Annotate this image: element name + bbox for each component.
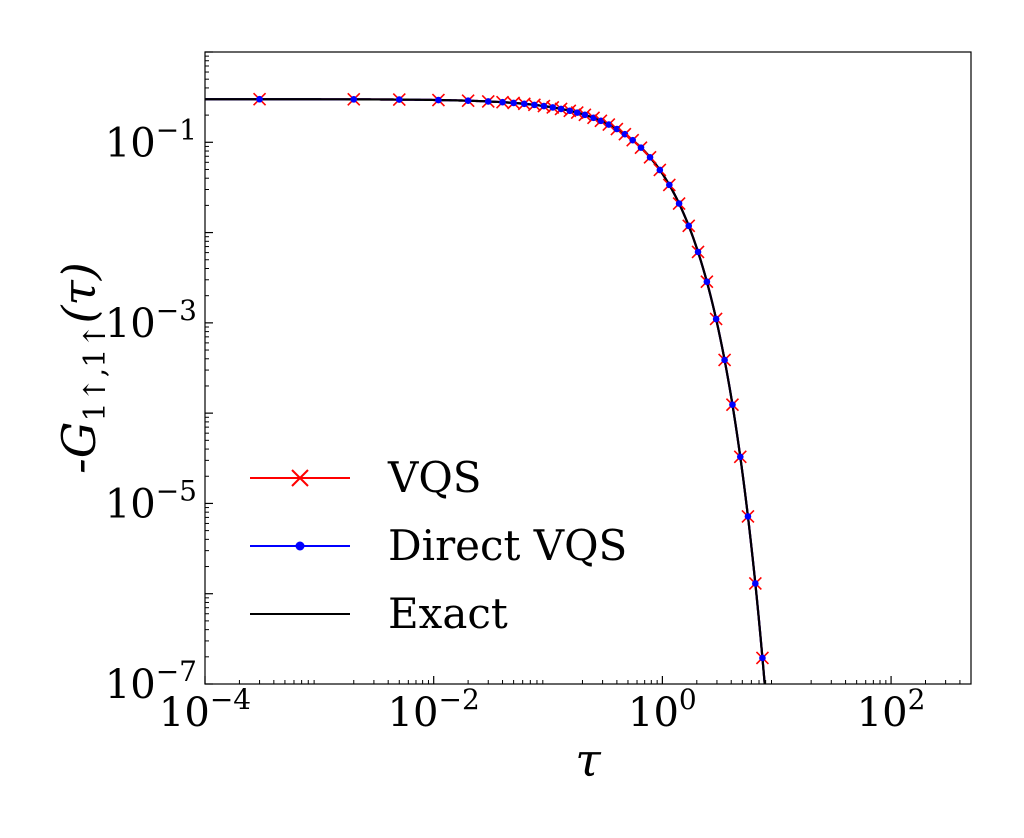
- x-tick-label: 102: [857, 683, 926, 736]
- direct-vqs-point: [621, 130, 629, 138]
- legend-label-exact: Exact: [388, 589, 508, 638]
- direct-vqs-point: [752, 580, 759, 587]
- direct-vqs-point: [573, 109, 581, 116]
- x-axis-label: τ: [575, 733, 602, 787]
- x-tick-label: 10−4: [159, 683, 251, 736]
- y-axis-label-argument: (τ): [52, 262, 106, 323]
- plot-frame: [204, 51, 972, 685]
- direct-vqs-point: [540, 102, 548, 110]
- legend-marker-direct-vqs: [295, 541, 305, 551]
- direct-vqs-point: [464, 97, 472, 104]
- direct-vqs-point: [549, 104, 557, 111]
- direct-vqs-point: [744, 513, 752, 520]
- direct-vqs-point: [729, 401, 736, 408]
- direct-vqs-point: [721, 356, 728, 364]
- direct-vqs-point: [395, 96, 403, 103]
- legend-label-direct-vqs: Direct VQS: [388, 521, 627, 570]
- x-tick-label: 100: [628, 683, 697, 736]
- direct-vqs-point: [581, 111, 589, 119]
- direct-vqs-point: [510, 99, 517, 107]
- direct-vqs-point: [484, 98, 492, 105]
- y-tick-label: 10−5: [105, 474, 197, 527]
- direct-vqs-point: [605, 121, 613, 128]
- y-tick-label: 10−1: [105, 113, 197, 166]
- direct-vqs-point: [520, 100, 528, 108]
- svg-text:-G1↑,1↑(τ): -G1↑,1↑(τ): [52, 262, 113, 474]
- direct-vqs-point: [637, 144, 645, 151]
- y-axis-label: -G1↑,1↑(τ): [52, 262, 113, 474]
- y-tick-label: 10−3: [105, 294, 197, 347]
- legend-marker-vqs: [291, 469, 309, 487]
- direct-vqs-point: [712, 315, 720, 323]
- legend: VQS Direct VQS Exact: [250, 453, 627, 638]
- direct-vqs-point: [759, 654, 766, 662]
- direct-vqs-point: [685, 222, 693, 230]
- direct-vqs-point: [629, 136, 636, 144]
- x-tick-label: 10−2: [388, 683, 480, 736]
- direct-vqs-point: [613, 125, 621, 133]
- direct-vqs-point: [256, 95, 263, 103]
- direct-vqs-point: [531, 101, 538, 109]
- axis-ticks: 10−4 10−2 100 102 10−7 10−5 10−3 10−1: [105, 51, 972, 736]
- direct-vqs-point: [350, 96, 358, 103]
- direct-vqs-point: [566, 107, 574, 115]
- direct-vqs-point: [703, 278, 711, 286]
- direct-vqs-point: [675, 200, 683, 207]
- y-axis-label-main: -G: [52, 422, 106, 474]
- direct-vqs-point: [694, 248, 702, 256]
- legend-label-vqs: VQS: [387, 453, 482, 502]
- direct-vqs-point: [557, 105, 565, 113]
- direct-vqs-point: [435, 96, 442, 104]
- direct-vqs-point: [499, 98, 506, 106]
- markers: [252, 92, 770, 665]
- direct-vqs-point: [666, 181, 673, 189]
- y-axis-label-subscript: 1↑,1↑: [78, 324, 113, 422]
- direct-vqs-point: [646, 154, 654, 161]
- y-tick-label: 10−7: [105, 655, 197, 708]
- direct-vqs-point: [656, 166, 664, 174]
- direct-vqs-point: [736, 453, 744, 461]
